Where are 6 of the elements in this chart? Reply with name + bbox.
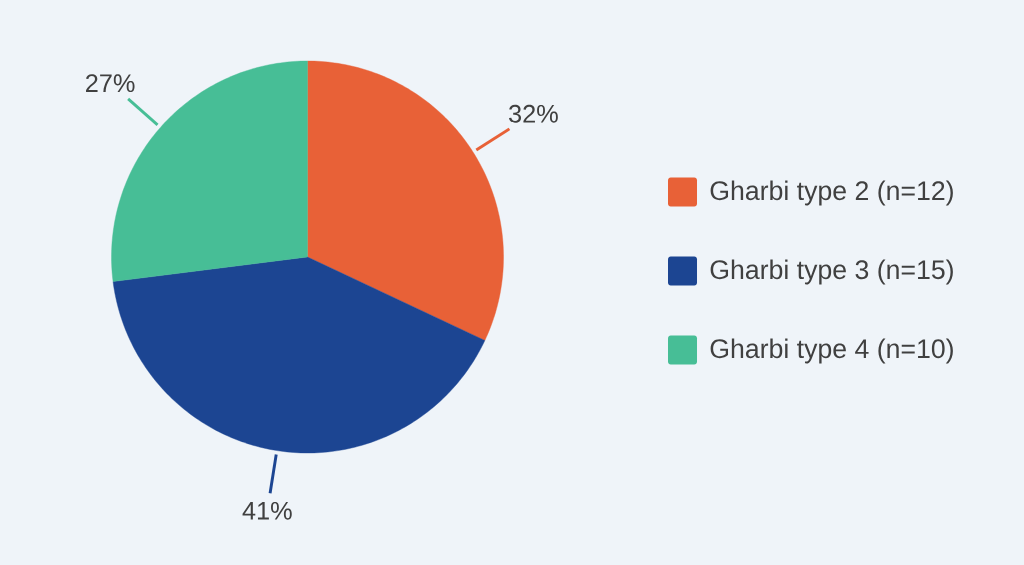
legend-label: Gharbi type 3 (n=15) xyxy=(710,259,953,285)
data-label: 41% xyxy=(242,501,292,520)
legend-label: Gharbi type 4 (n=10) xyxy=(710,338,953,364)
data-label: 32% xyxy=(509,104,558,123)
legend-label: Gharbi type 2 (n=12) xyxy=(710,180,953,206)
data-label: 27% xyxy=(86,74,135,93)
